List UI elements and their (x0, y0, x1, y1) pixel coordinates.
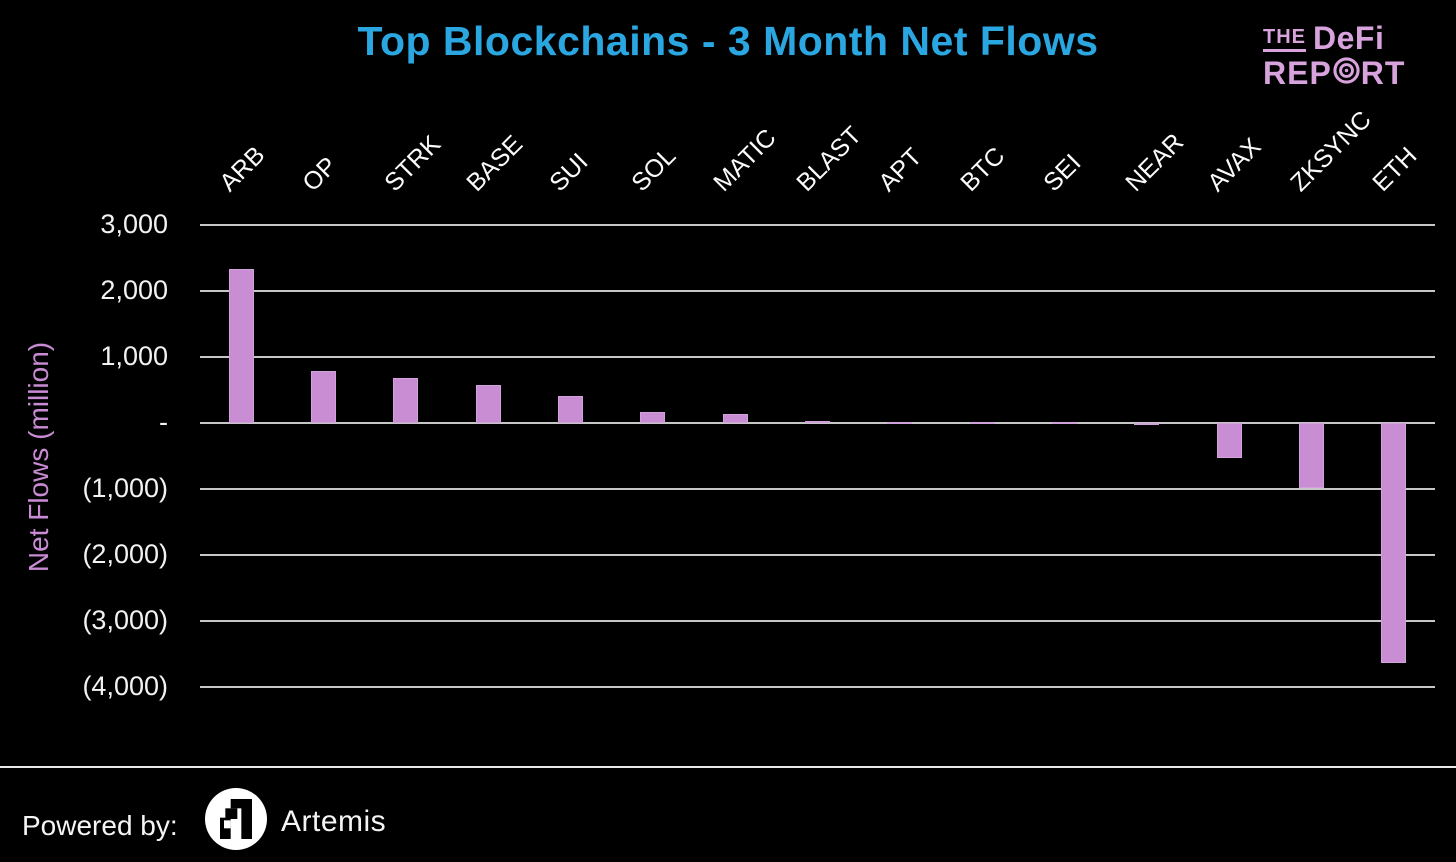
defi-report-logo: THE DeFi REP RT (1263, 22, 1405, 89)
bar-avax (1216, 423, 1242, 458)
category-label-apt: APT (873, 142, 928, 197)
category-label-eth: ETH (1367, 141, 1423, 197)
category-label-near: NEAR (1120, 128, 1189, 197)
y-tick-label: (1,000) (82, 473, 168, 503)
bar-zksync (1299, 423, 1324, 489)
bar-apt (887, 421, 913, 424)
bar-matic (722, 414, 748, 423)
artemis-wordmark: Artemis (281, 805, 387, 838)
chart-title: Top Blockchains - 3 Month Net Flows (357, 18, 1099, 64)
category-label-op: OP (296, 151, 343, 197)
y-tick-label: 1,000 (100, 341, 168, 371)
bar-strk (393, 378, 419, 423)
bar-blast (805, 421, 830, 424)
gridline-3000 (200, 224, 1435, 226)
category-label-base: BASE (461, 130, 529, 197)
brand-rep-label: REP (1263, 55, 1332, 91)
category-label-sol: SOL (626, 141, 682, 197)
category-label-btc: BTC (955, 141, 1011, 197)
brand-rt-label: RT (1360, 55, 1406, 91)
y-tick-label: (4,000) (82, 671, 168, 701)
bullseye-icon (1333, 57, 1360, 89)
category-label-avax: AVAX (1202, 132, 1267, 197)
bar-base (475, 385, 501, 423)
bar-near (1134, 422, 1160, 425)
gridline-1000 (200, 356, 1435, 358)
category-label-sui: SUI (543, 147, 593, 197)
category-label-strk: STRK (379, 130, 446, 197)
gridline--4000 (200, 686, 1435, 688)
gridline--1000 (200, 488, 1435, 490)
powered-by-label: Powered by: (22, 810, 178, 841)
gridline-2000 (200, 290, 1435, 292)
y-tick-label: (2,000) (82, 539, 168, 569)
footer-divider (0, 766, 1456, 768)
category-label-blast: BLAST (790, 121, 867, 197)
bar-btc (969, 421, 995, 424)
y-tick-label: (3,000) (82, 605, 168, 635)
brand-the-label: THE (1263, 27, 1306, 52)
y-tick-label: 2,000 (100, 275, 168, 305)
category-label-arb: ARB (214, 140, 271, 197)
bar-sol (640, 412, 666, 423)
gridline--3000 (200, 620, 1435, 622)
y-tick-label: 3,000 (100, 209, 168, 239)
y-tick-label: - (159, 407, 168, 437)
bar-arb (228, 268, 254, 423)
artemis-logo-icon (205, 788, 267, 850)
category-label-matic: MATIC (708, 123, 782, 197)
bar-sui (558, 395, 583, 423)
brand-defi-label: DeFi (1313, 20, 1385, 56)
category-label-zksync: ZKSYNC (1284, 105, 1377, 197)
bar-op (311, 370, 336, 423)
category-label-sei: SEI (1037, 148, 1086, 197)
bar-eth (1381, 423, 1407, 663)
gridline--2000 (200, 554, 1435, 556)
bar-sei (1052, 422, 1077, 424)
